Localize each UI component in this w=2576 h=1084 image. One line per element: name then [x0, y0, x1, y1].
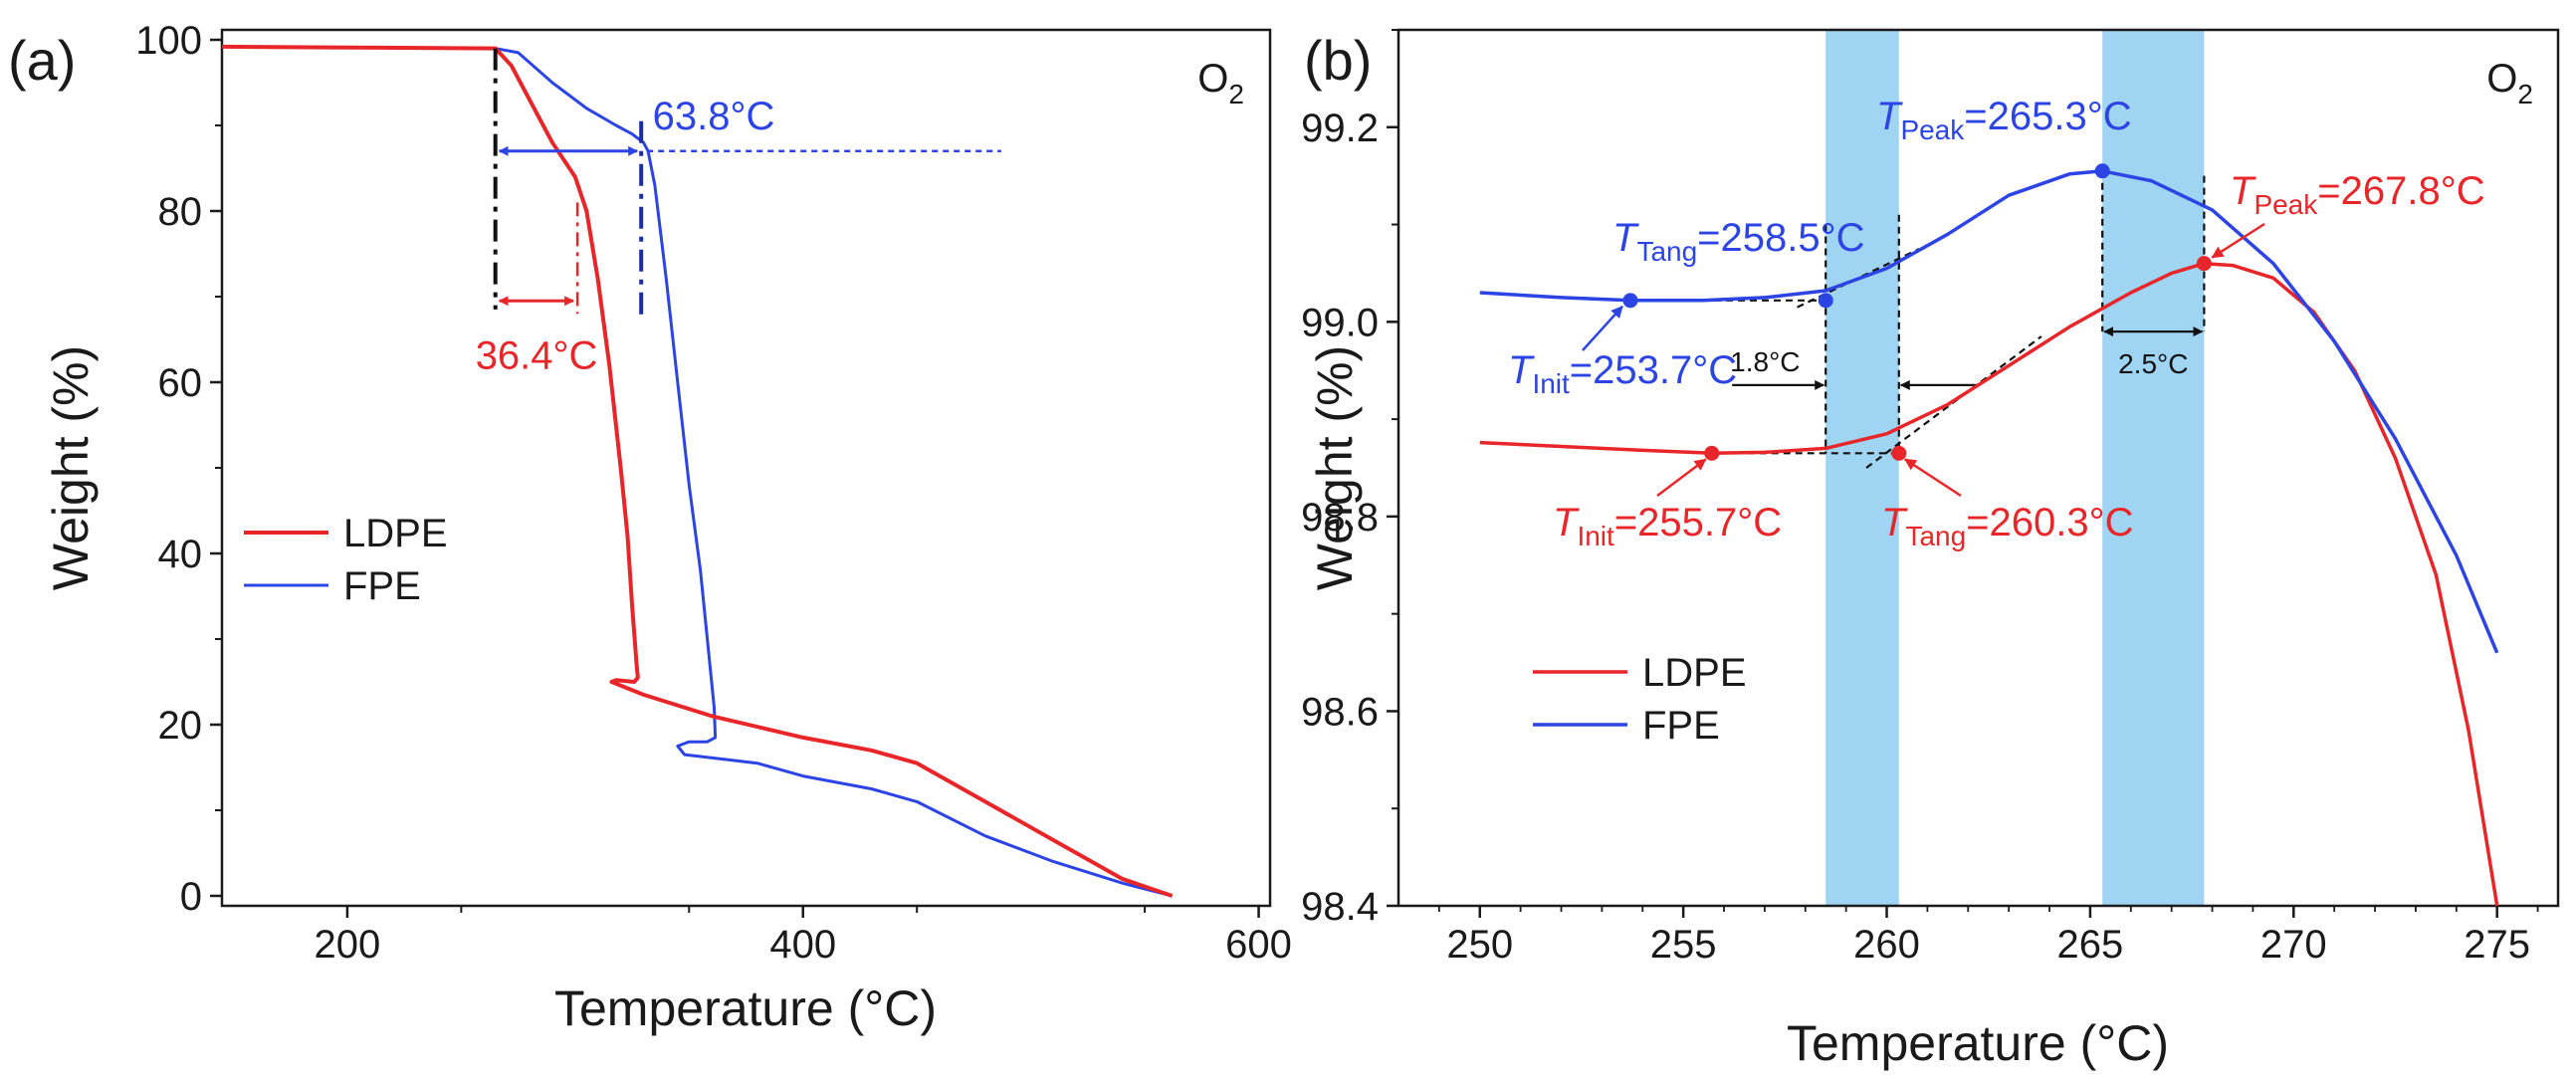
panel-b-fpe-tangent-line: [1797, 248, 1920, 309]
panel-b-y-tick-label: 98.8: [1301, 496, 1379, 540]
panel-b-atmosphere-label: O2: [2486, 57, 2533, 109]
panel-b-highlight-band: [1825, 30, 1899, 906]
panel-a-series-line-ldpe: [221, 44, 1174, 898]
panel-b-series-line-fpe: [1479, 169, 2499, 654]
panel-b-point-label-symbol: T: [1612, 216, 1639, 260]
panel-b-atmosphere-sub: 2: [2517, 79, 2533, 109]
panel-a-x-axis-title: Temperature (°C): [554, 980, 937, 1036]
panel-b-point-label-subscript: Init: [1532, 368, 1570, 399]
panel-b-point-label: TInit=253.7°C: [1508, 348, 1737, 399]
panel-b-x-axis-title: Temperature (°C): [1787, 1015, 2169, 1071]
panel-a-atmosphere-main: O: [1197, 57, 1228, 101]
panel-a-y-tick-label: 60: [158, 361, 203, 405]
panel-b-point-fpe: [1622, 293, 1638, 309]
panel-b-point-label-symbol: T: [1553, 501, 1580, 544]
panel-b-point-label: TInit=255.7°C: [1553, 501, 1782, 551]
panel-b-point-label-arrow: [1903, 458, 1962, 498]
panel-b-point-label-symbol: T: [2230, 169, 2256, 213]
panel-b-point-label-arrow: [1656, 458, 1707, 497]
panel-b-point-labels: TInit=253.7°CTTang=258.5°CTPeak=265.3°CT…: [1508, 95, 2485, 551]
panel-b-point-label-value: =265.3°C: [1964, 95, 2131, 138]
panel-a-ldpe-shift-label: 36.4°C: [476, 333, 598, 377]
panel-b-x-tick-label: 260: [1853, 923, 1920, 967]
panel-b-y-tick-label: 99.0: [1301, 301, 1379, 344]
panel-b-point-label-value: =260.3°C: [1966, 501, 2133, 544]
panel-b-series: [1479, 169, 2499, 907]
panel-a-axes: 200 400 600 0 20 40 60 80 100: [135, 19, 1292, 967]
panel-b-point-label-arrow: [2211, 222, 2265, 259]
panel-b-highlight-band: [2102, 30, 2205, 906]
panel-b-y-axis-title: Weight (%): [1307, 345, 1363, 590]
panel-b-x-tick-label: 265: [2057, 923, 2124, 967]
panel-b-point-label-subscript: Tang: [1636, 236, 1697, 267]
panel-a-fpe-shift-label: 63.8°C: [653, 95, 775, 138]
panel-b-tang-gap-label: 1.8°C: [1730, 346, 1800, 377]
panel-b-point-ldpe: [1891, 445, 1907, 461]
panel-b-point-fpe: [2094, 163, 2110, 179]
panel-a-series-line-fpe: [221, 45, 1173, 898]
panel-b-point-label-symbol: T: [1508, 348, 1535, 392]
panel-a-frame: [220, 28, 1272, 908]
panel-b-atmosphere-main: O: [2486, 57, 2517, 101]
panel-b-series-line-ldpe: [1479, 261, 2499, 907]
panel-b-point-label-arrow: [1582, 305, 1623, 351]
panel-b-point-label-subscript: Peak: [1900, 114, 1965, 145]
panel-b: (b) Temperature (°C) Weight (%) O2 LDPE …: [1301, 28, 2560, 1071]
panel-b-points: [1622, 163, 2212, 461]
panel-b-point-ldpe: [1704, 445, 1720, 461]
panel-a-annotations: 63.8°C 36.4°C: [476, 48, 1001, 377]
panel-a-x-tick-label: 200: [315, 923, 381, 967]
panel-a-legend-label-ldpe: LDPE: [343, 512, 448, 555]
panel-b-guides: 1.8°C 2.5°C: [1630, 170, 2206, 469]
panel-b-point-label: TTang=260.3°C: [1881, 501, 2134, 551]
panel-b-point-label: TPeak=265.3°C: [1876, 95, 2132, 145]
panel-b-point-label-subscript: Tang: [1905, 521, 1966, 551]
panel-b-highlight-bands: [1825, 30, 2205, 906]
panel-a-y-tick-label: 20: [158, 704, 203, 748]
panel-a-x-tick-label: 600: [1225, 923, 1292, 967]
panel-b-point-label-value: =267.8°C: [2317, 169, 2484, 213]
panel-a-atmosphere-sub: 2: [1228, 79, 1244, 109]
panel-b-x-tick-label: 250: [1446, 923, 1513, 967]
panel-b-point-label-symbol: T: [1876, 95, 1903, 138]
panel-a-legend-label-fpe: FPE: [343, 564, 421, 608]
panel-b-y-tick-label: 99.2: [1301, 107, 1379, 150]
panel-b-legend: LDPE FPE: [1533, 651, 1747, 748]
panel-b-peak-gap-label: 2.5°C: [2118, 348, 2188, 379]
panel-b-legend-label-fpe: FPE: [1642, 704, 1720, 748]
panel-b-point-label: TPeak=267.8°C: [2230, 169, 2485, 220]
panel-b-point-ldpe: [2196, 256, 2212, 272]
panel-a-y-tick-label: 0: [180, 875, 202, 919]
panel-b-x-tick-label: 275: [2464, 923, 2530, 967]
panel-b-label: (b): [1304, 29, 1372, 92]
panel-a-y-tick-label: 80: [158, 190, 203, 234]
panel-b-frame: [1396, 28, 2560, 908]
panel-a-y-tick-label: 40: [158, 533, 203, 576]
panel-b-point-label-subscript: Init: [1577, 521, 1614, 551]
panel-b-point-label-value: =253.7°C: [1570, 348, 1737, 392]
panel-b-legend-label-ldpe: LDPE: [1642, 651, 1747, 695]
panel-b-point-label-value: =258.5°C: [1697, 216, 1864, 260]
panel-a-y-axis-title: Weight (%): [43, 345, 99, 590]
panel-b-y-tick-label: 98.6: [1301, 690, 1379, 734]
panel-b-x-tick-label: 270: [2260, 923, 2327, 967]
panel-a-y-tick-label: 100: [135, 19, 202, 63]
panel-a-legend: LDPE FPE: [244, 512, 448, 608]
panel-b-x-tick-label: 255: [1650, 923, 1717, 967]
panel-b-point-label-subscript: Peak: [2254, 189, 2318, 220]
panel-b-axes: 250 255 260 265 270 275 98.4 98.6 98.8 99.0 99.2: [1301, 29, 2539, 967]
panel-a-label: (a): [8, 29, 76, 92]
panel-b-point-label-symbol: T: [1881, 501, 1908, 544]
panel-a: (a) Temperature (°C) Weight (%) O2 LDPE …: [8, 19, 1292, 1036]
panel-a-x-tick-label: 400: [769, 923, 836, 967]
panel-b-point-fpe: [1818, 293, 1833, 309]
panel-b-point-label: TTang=258.5°C: [1612, 216, 1865, 267]
panel-a-series: [221, 44, 1174, 898]
panel-a-atmosphere-label: O2: [1197, 57, 1244, 109]
panel-b-y-tick-label: 98.4: [1301, 885, 1379, 929]
panel-b-point-label-value: =255.7°C: [1614, 501, 1782, 544]
